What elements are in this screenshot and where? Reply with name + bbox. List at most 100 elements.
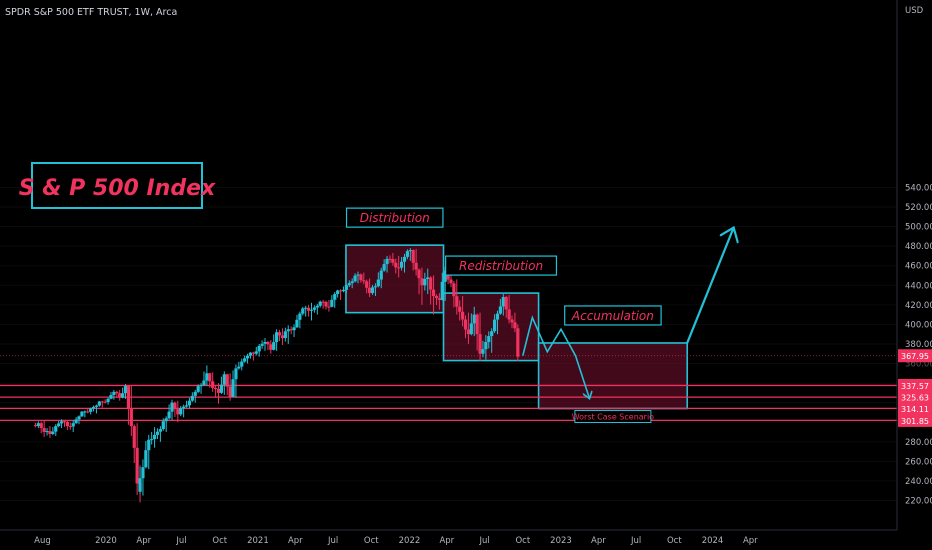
time-axis[interactable]: Aug 2020 Apr Jul Oct 2021 Apr Jul Oct 2022 Apr Jul O… (0, 529, 897, 546)
candle-body (86, 411, 90, 413)
candle-body (414, 262, 418, 270)
candle-body (118, 393, 122, 398)
time-tick-label: Oct (667, 536, 682, 546)
level-price-label: 325.63 (901, 394, 929, 403)
candle-body (57, 423, 61, 427)
candle-body (379, 270, 383, 280)
candle-body (490, 331, 494, 337)
zone-label-box (445, 255, 558, 276)
candle-body (429, 277, 433, 290)
candle-body (216, 388, 221, 393)
candle-body (362, 280, 366, 282)
candle-body (277, 332, 282, 336)
symbol-title: SPDR S&P 500 ETF TRUST, 1W, Arca (5, 7, 177, 18)
worst-case-label: Worst Case Scenario (572, 413, 654, 422)
candle-body (179, 408, 183, 415)
worst-case-box (574, 410, 652, 424)
candle-body (327, 306, 331, 308)
candle-body (80, 411, 84, 417)
candle-body (129, 408, 133, 427)
level-price-label: 314.11 (901, 405, 929, 414)
candle-body (135, 469, 139, 484)
candle-body (150, 439, 154, 441)
candle-body (437, 298, 441, 300)
candle-body (48, 431, 52, 434)
candle-body (152, 434, 157, 440)
candle-body (324, 301, 328, 307)
price-axis[interactable]: USD220.00240.00260.00280.00300.00320.003… (896, 0, 932, 550)
price-tick-label: 540.00 (905, 183, 932, 193)
candle-body (182, 406, 186, 409)
candle-body (121, 393, 125, 398)
candle-body (176, 409, 180, 415)
candle-body (492, 319, 497, 332)
zone-label: Distribution (360, 211, 430, 225)
candle-body (97, 401, 101, 406)
candle-body (83, 411, 87, 413)
candle-body (385, 258, 389, 265)
candle-body (68, 426, 72, 428)
candle-body (298, 313, 302, 320)
candle-body (42, 428, 46, 432)
candle-body (353, 275, 357, 282)
candle-body (112, 391, 116, 395)
candle-body (272, 342, 276, 350)
candle-body (161, 421, 165, 430)
time-tick-label: 2020 (95, 536, 117, 546)
candle-body (213, 387, 218, 389)
candle-body (74, 419, 78, 424)
candle-body (243, 358, 247, 362)
candle-body (158, 429, 162, 432)
level-price-tag (898, 378, 932, 392)
candle-body (141, 467, 145, 479)
currency-label: USD (905, 6, 924, 16)
candle-body (487, 336, 491, 342)
candle-body (222, 374, 226, 385)
price-axis-bg (897, 0, 932, 550)
candle-body (286, 329, 290, 332)
candle-body (237, 366, 241, 369)
price-tick-label: 220.00 (905, 496, 932, 506)
candle-body (466, 329, 471, 335)
candle-body (306, 307, 311, 311)
candle-body (190, 395, 194, 401)
candle-body (219, 384, 224, 393)
zone-label-box (345, 207, 444, 228)
candle-body (370, 287, 375, 294)
candle-body (484, 341, 488, 350)
price-tick-label: 400.00 (905, 320, 932, 330)
candle-body (356, 274, 360, 276)
candle-body (469, 323, 473, 335)
candle-body (257, 345, 261, 352)
candle-body (452, 283, 456, 297)
candle-body (347, 283, 351, 286)
candle-body (388, 258, 392, 260)
zone-box (537, 342, 689, 410)
time-tick-label: Oct (212, 536, 227, 546)
candle-body (420, 278, 424, 286)
candle-body (199, 385, 203, 387)
candle-body (132, 426, 136, 448)
candle-body (504, 296, 508, 310)
candle-body (295, 319, 299, 328)
candle-body (170, 402, 174, 412)
level-price-label: 337.57 (901, 382, 929, 391)
candle-body (123, 386, 128, 394)
price-tick-label: 240.00 (905, 477, 932, 487)
price-tick-label: 280.00 (905, 438, 932, 448)
candle-body (260, 343, 264, 346)
time-tick-label: Oct (515, 536, 530, 546)
chart-title: S & P 500 Index (19, 176, 216, 201)
candle-body (240, 361, 244, 367)
time-tick-label: Jul (478, 536, 489, 546)
candle-body (434, 296, 439, 299)
candle-body (440, 281, 444, 300)
candle-body (225, 374, 229, 387)
candle-body (269, 344, 273, 350)
price-tick-label: 360.00 (905, 360, 932, 370)
candle-body (193, 391, 197, 396)
price-tick-label: 420.00 (905, 301, 932, 311)
level-price-tag (898, 390, 932, 404)
price-tick-label: 380.00 (905, 340, 932, 350)
